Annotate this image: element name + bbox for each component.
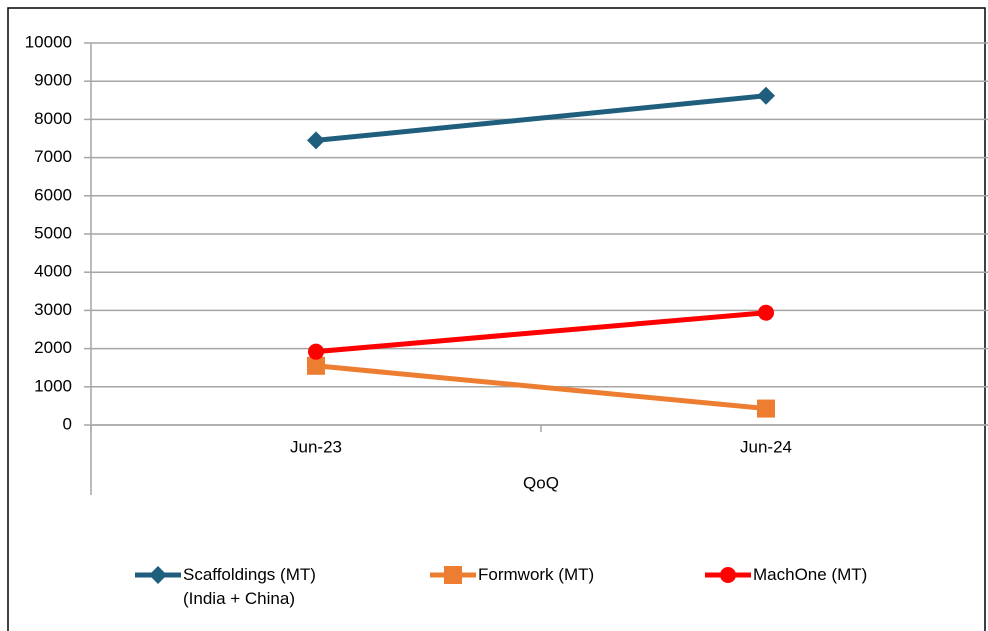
marker (308, 343, 324, 360)
y-tick-label: 1000 (34, 376, 72, 395)
series (307, 356, 775, 418)
series-line (315, 310, 767, 355)
marker (149, 566, 167, 584)
marker (757, 86, 775, 105)
legend-item: Formwork (MT) (430, 563, 594, 587)
x-tick-label: Jun-24 (740, 437, 792, 456)
legend-icon (430, 566, 476, 584)
y-tick-label: 9000 (34, 71, 72, 90)
legend-label: MachOne (MT) (753, 565, 868, 584)
y-tick-label: 0 (63, 414, 72, 433)
series-line (315, 363, 767, 412)
marker (758, 304, 774, 321)
x-axis-label: QoQ (523, 473, 559, 492)
y-tick-label: 3000 (34, 300, 72, 319)
series (307, 86, 775, 150)
marker (444, 566, 462, 584)
legend-item: MachOne (MT) (705, 563, 867, 587)
legend-icon (705, 567, 751, 583)
legend-icon (135, 566, 181, 584)
series (308, 304, 774, 360)
y-tick-label: 6000 (34, 185, 72, 204)
marker (757, 399, 775, 418)
y-tick-label: 7000 (34, 147, 72, 166)
legend-label: Formwork (MT) (478, 565, 595, 584)
legend-label: Scaffoldings (MT) (India + China) (183, 565, 316, 608)
chart-frame (7, 7, 986, 631)
y-tick-label: 10000 (25, 32, 72, 51)
y-tick-label: 8000 (34, 109, 72, 128)
y-tick-label: 2000 (34, 338, 72, 357)
y-tick-label: 4000 (34, 262, 72, 281)
x-tick-label: Jun-23 (290, 437, 342, 456)
marker (720, 567, 736, 583)
series-line (315, 93, 767, 143)
y-tick-label: 5000 (34, 223, 72, 242)
marker (307, 131, 325, 150)
legend-item: Scaffoldings (MT) (India + China) (135, 563, 328, 611)
marker (307, 356, 325, 375)
